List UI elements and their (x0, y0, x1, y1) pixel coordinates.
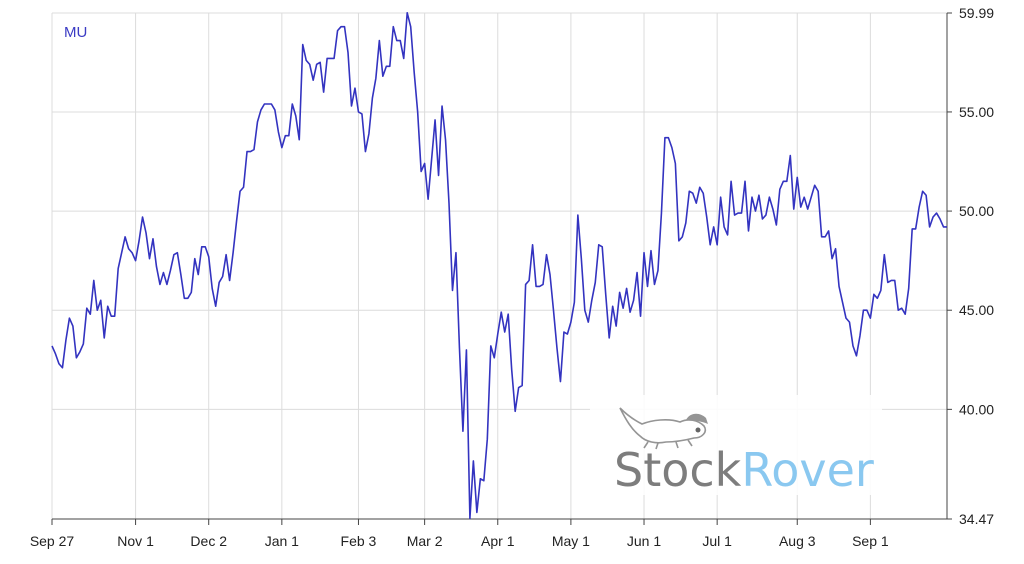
watermark: StockRover (590, 395, 882, 497)
x-tick-label: Mar 2 (407, 533, 443, 549)
x-tick-label: Dec 2 (190, 533, 227, 549)
y-tick-label: 40.00 (959, 401, 994, 417)
x-tick-label: Nov 1 (117, 533, 154, 549)
x-axis: Sep 27 Nov 1 Dec 2 Jan 1 Feb 3 Mar 2 Apr 1 May … (30, 518, 947, 549)
x-tick-label: Jun 1 (627, 533, 661, 549)
price-series-line (51, 12, 947, 520)
x-tick-label: Sep 1 (852, 533, 889, 549)
dog-logo-icon (619, 407, 708, 450)
x-tick-label: Jan 1 (265, 533, 299, 549)
y-tick-label: 50.00 (959, 203, 994, 219)
x-tick-label: Apr 1 (481, 533, 515, 549)
x-tick-label: Jul 1 (702, 533, 732, 549)
y-tick-label: 34.47 (959, 511, 994, 527)
x-tick-label: Feb 3 (341, 533, 377, 549)
y-tick-label: 59.99 (959, 5, 994, 21)
x-tick-label: Aug 3 (779, 533, 816, 549)
y-axis: 59.99 55.00 50.00 45.00 40.00 34.47 (946, 5, 994, 527)
ticker-label: MU (64, 24, 87, 41)
x-tick-label: Sep 27 (30, 533, 75, 549)
y-tick-label: 55.00 (959, 104, 994, 120)
x-tick-label: May 1 (552, 533, 590, 549)
watermark-background (590, 395, 882, 495)
watermark-text: StockRover (614, 443, 874, 497)
y-tick-label: 45.00 (959, 302, 994, 318)
